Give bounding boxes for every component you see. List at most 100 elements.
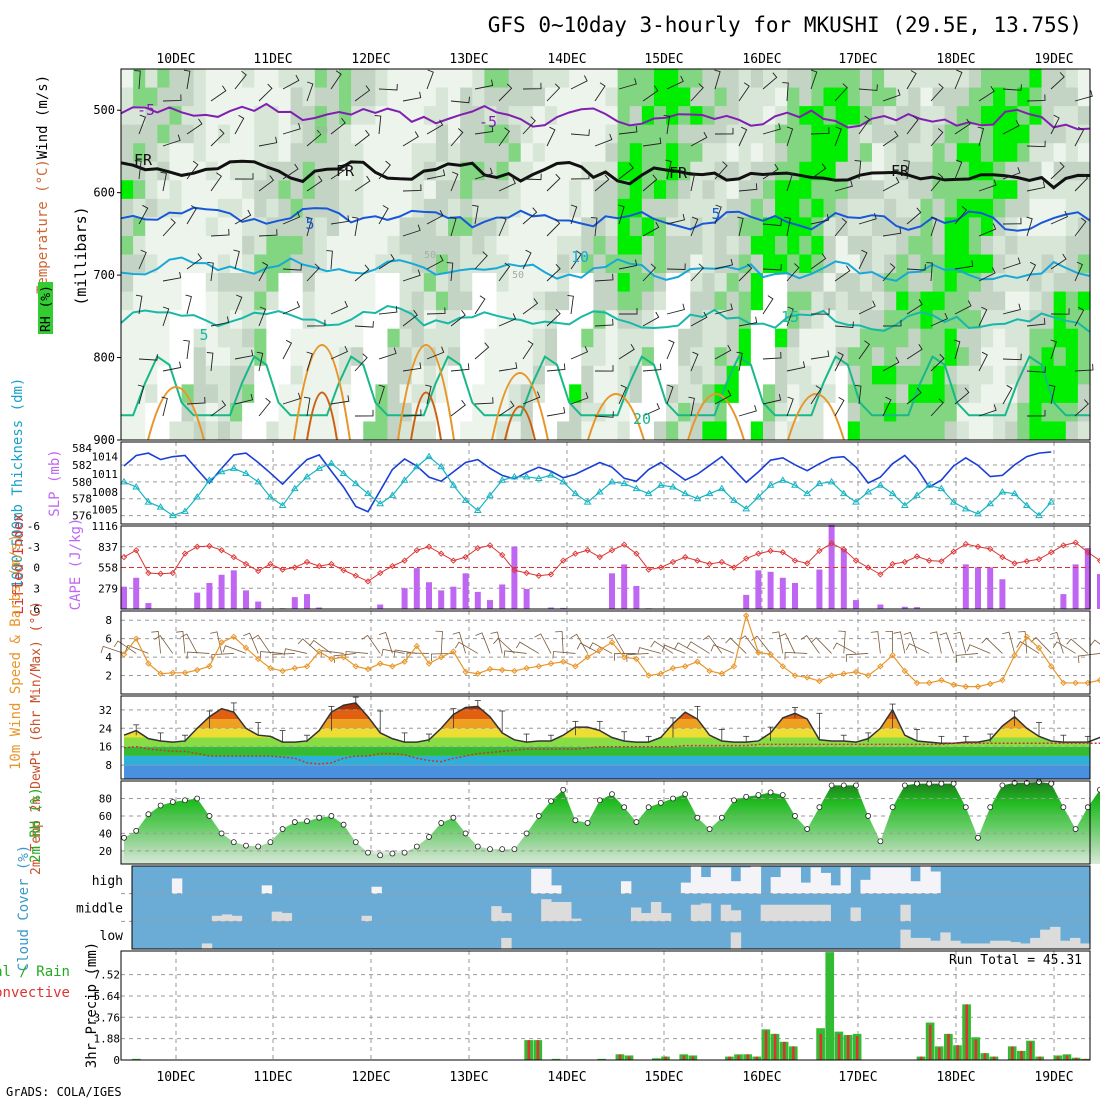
ytick: 4 [105, 651, 112, 664]
lifted-index-point [987, 545, 994, 552]
rh-cell [145, 69, 158, 89]
rh-cell [169, 235, 183, 256]
wind-barb [546, 83, 561, 102]
wind-barb [258, 175, 275, 192]
rh-cell [133, 106, 146, 126]
cloud-row-label: middle [76, 902, 123, 917]
rh-cell [1065, 365, 1079, 385]
lifted-index-point [169, 569, 176, 577]
wind-barb [570, 75, 588, 90]
rh-cell [484, 384, 498, 404]
convective-bar [837, 1033, 841, 1060]
rh-cell [544, 347, 558, 367]
rh-cell [133, 421, 146, 441]
rh-cell [351, 254, 364, 274]
rh-cell [266, 124, 280, 144]
rh-cell [980, 143, 994, 163]
rh-cell [653, 384, 667, 404]
rh-cell [169, 124, 183, 144]
rh-cell [956, 180, 970, 200]
rh-cell [750, 161, 764, 181]
cloud-cell [690, 904, 702, 922]
rh-point [779, 792, 786, 798]
rh-cell [690, 235, 703, 256]
lifted-index-point [486, 542, 494, 549]
wind-barb [978, 351, 988, 372]
cape-bar [426, 582, 432, 609]
rh-cell [678, 291, 691, 311]
rh-cell [193, 69, 207, 89]
cloud-cell [910, 881, 921, 894]
rh-cell [629, 347, 643, 367]
rh-point [694, 814, 701, 821]
rh-cell [363, 291, 376, 311]
rh-cell [956, 143, 970, 163]
rh-cell [193, 143, 207, 163]
rh-cell [157, 273, 171, 293]
rh-cell [678, 69, 691, 89]
rh-cell [121, 198, 134, 218]
rh-cell [387, 347, 401, 367]
wind-barb [738, 82, 750, 102]
ytick: 16 [99, 741, 112, 754]
rh-cell [593, 347, 607, 367]
rh-cell [605, 273, 619, 293]
rh-cell [363, 143, 376, 163]
rh-cell [920, 328, 934, 348]
rh-cell [653, 254, 667, 274]
rh-cell [932, 347, 946, 367]
rh-cell [726, 235, 740, 256]
lifted-index-point [852, 557, 860, 564]
rh-cell [399, 310, 413, 330]
rh-cell [1017, 106, 1031, 126]
rh-cell [811, 87, 825, 107]
rh-cell [1005, 87, 1018, 107]
rh-point [804, 826, 811, 832]
rh-cell [799, 421, 813, 441]
rh-cell [581, 106, 594, 126]
rh-cell [193, 217, 207, 237]
rh-cell [678, 198, 691, 218]
rh-point [121, 834, 127, 841]
wind-barb [402, 224, 421, 237]
rh-cell [641, 235, 655, 256]
rh-cell [302, 106, 316, 126]
rh-point [962, 804, 969, 811]
rh-cell [787, 328, 800, 348]
rh-cell [920, 365, 934, 385]
rh-cell [1077, 291, 1091, 311]
rh-cell [859, 180, 873, 200]
ytick-left: 0 [33, 562, 40, 575]
wind-barb [426, 209, 444, 225]
convective-bar [965, 1004, 969, 1060]
rh-cell [411, 254, 425, 274]
rh-cell [121, 217, 134, 237]
date-label-top: 16DEC [742, 52, 781, 67]
rh-cell [678, 106, 691, 126]
lifted-index-point [499, 551, 506, 559]
rh-cell [326, 87, 340, 107]
wind-barb [882, 263, 896, 282]
wind-speed-point [1023, 633, 1031, 641]
rh-cell [411, 69, 425, 89]
rh-cell [629, 106, 643, 126]
cape-bar [633, 585, 640, 609]
wind-barb [714, 344, 732, 360]
thickness-point [425, 452, 433, 460]
rh-cell [230, 217, 243, 237]
cape-bar [914, 607, 920, 609]
cloud-cell [780, 867, 792, 894]
rh-cell [726, 328, 740, 348]
rh-cell [896, 69, 909, 89]
rh-cell [472, 124, 485, 144]
rh-cell [1053, 161, 1067, 181]
rh-cell [908, 328, 922, 348]
rh-cell [532, 254, 546, 274]
wind-barb [1074, 90, 1093, 102]
thickness-point [705, 489, 714, 497]
rh-cell [847, 273, 861, 293]
rh-cell [1041, 291, 1055, 311]
wind-barb [333, 653, 356, 663]
rh-cell [302, 328, 316, 348]
rh-cell [787, 421, 800, 441]
